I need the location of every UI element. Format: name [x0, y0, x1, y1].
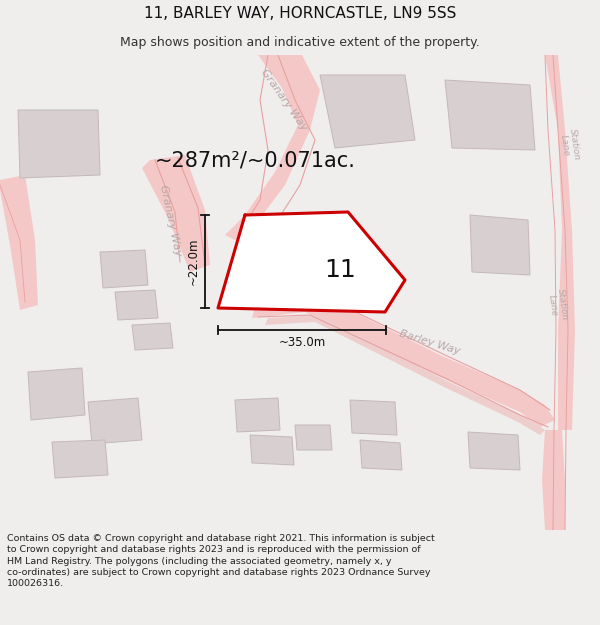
- Polygon shape: [100, 250, 148, 288]
- Text: ~22.0m: ~22.0m: [187, 238, 199, 285]
- Polygon shape: [132, 323, 173, 350]
- Polygon shape: [115, 290, 158, 320]
- Text: ~287m²/~0.071ac.: ~287m²/~0.071ac.: [155, 150, 355, 170]
- Text: Contains OS data © Crown copyright and database right 2021. This information is : Contains OS data © Crown copyright and d…: [7, 534, 435, 588]
- Polygon shape: [250, 435, 294, 465]
- Polygon shape: [252, 290, 555, 427]
- Polygon shape: [18, 110, 100, 178]
- Polygon shape: [52, 440, 108, 478]
- Polygon shape: [468, 432, 520, 470]
- Polygon shape: [360, 440, 402, 470]
- Polygon shape: [28, 368, 85, 420]
- Polygon shape: [295, 425, 332, 450]
- Polygon shape: [445, 80, 535, 150]
- Polygon shape: [470, 215, 530, 275]
- Polygon shape: [350, 400, 397, 435]
- Polygon shape: [0, 175, 38, 310]
- Text: Granary Way: Granary Way: [259, 68, 309, 132]
- Text: 11: 11: [325, 258, 356, 282]
- Text: Map shows position and indicative extent of the property.: Map shows position and indicative extent…: [120, 36, 480, 49]
- Text: Station
Lane: Station Lane: [546, 288, 570, 322]
- Text: ~35.0m: ~35.0m: [278, 336, 326, 349]
- Text: Granary Way: Granary Way: [158, 184, 182, 256]
- Polygon shape: [235, 398, 280, 432]
- Polygon shape: [88, 398, 142, 444]
- Polygon shape: [542, 430, 565, 530]
- Text: Barley Way: Barley Way: [398, 328, 461, 356]
- Text: Station
Lane: Station Lane: [558, 127, 582, 162]
- Text: 11, BARLEY WAY, HORNCASTLE, LN9 5SS: 11, BARLEY WAY, HORNCASTLE, LN9 5SS: [144, 6, 456, 21]
- Polygon shape: [320, 75, 415, 148]
- Polygon shape: [218, 212, 405, 312]
- Polygon shape: [142, 155, 210, 272]
- Polygon shape: [540, 55, 575, 430]
- Polygon shape: [265, 315, 545, 435]
- Polygon shape: [225, 55, 320, 240]
